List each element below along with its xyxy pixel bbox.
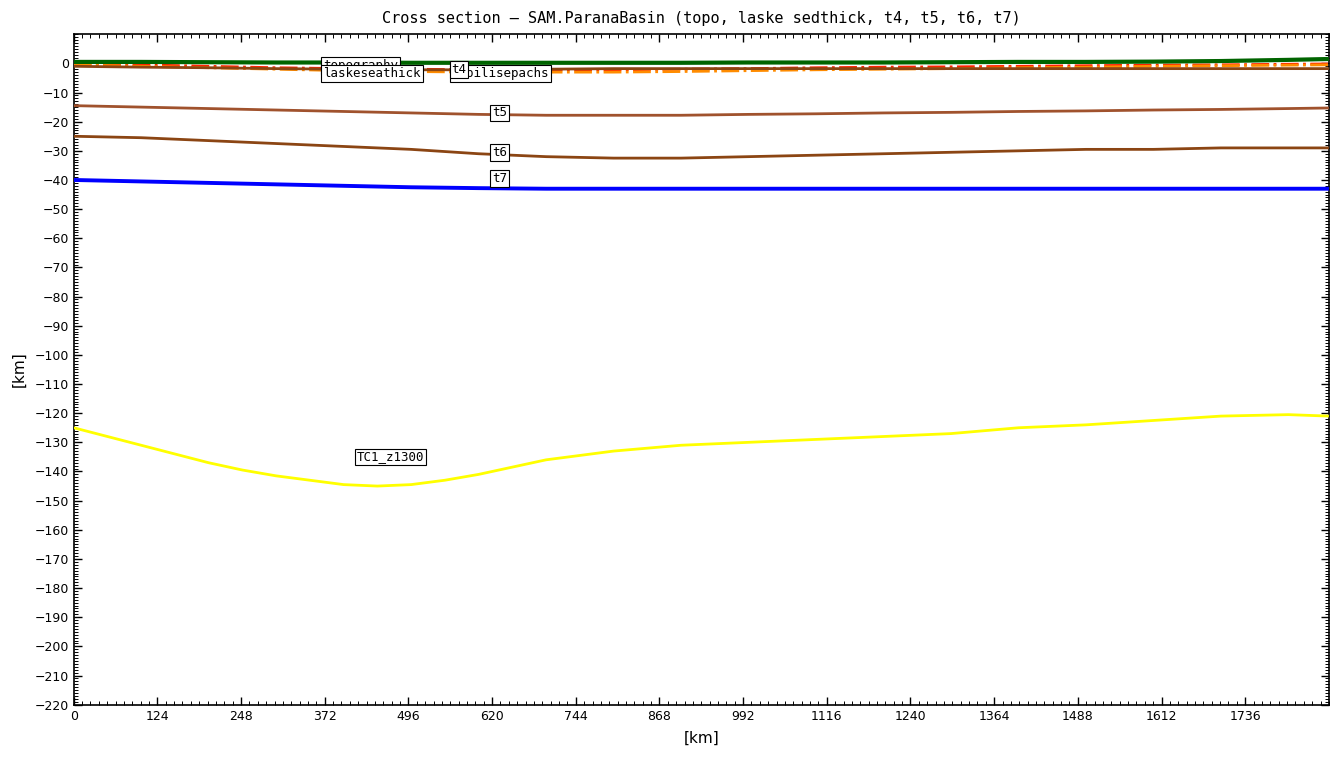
Text: t5: t5 [492,107,507,120]
X-axis label: [km]: [km] [683,731,720,746]
Text: t4: t4 [452,63,466,76]
Y-axis label: [km]: [km] [11,351,25,388]
Text: mobilisepachs: mobilisepachs [452,67,549,80]
Title: Cross section – SAM.ParanaBasin (topo, laske sedthick, t4, t5, t6, t7): Cross section – SAM.ParanaBasin (topo, l… [382,11,1021,26]
Text: t6: t6 [492,146,507,159]
Text: laskeseathick: laskeseathick [323,67,421,80]
Text: t7: t7 [492,172,507,185]
Text: topography: topography [323,59,398,72]
Text: TC1_z1300: TC1_z1300 [358,450,425,463]
